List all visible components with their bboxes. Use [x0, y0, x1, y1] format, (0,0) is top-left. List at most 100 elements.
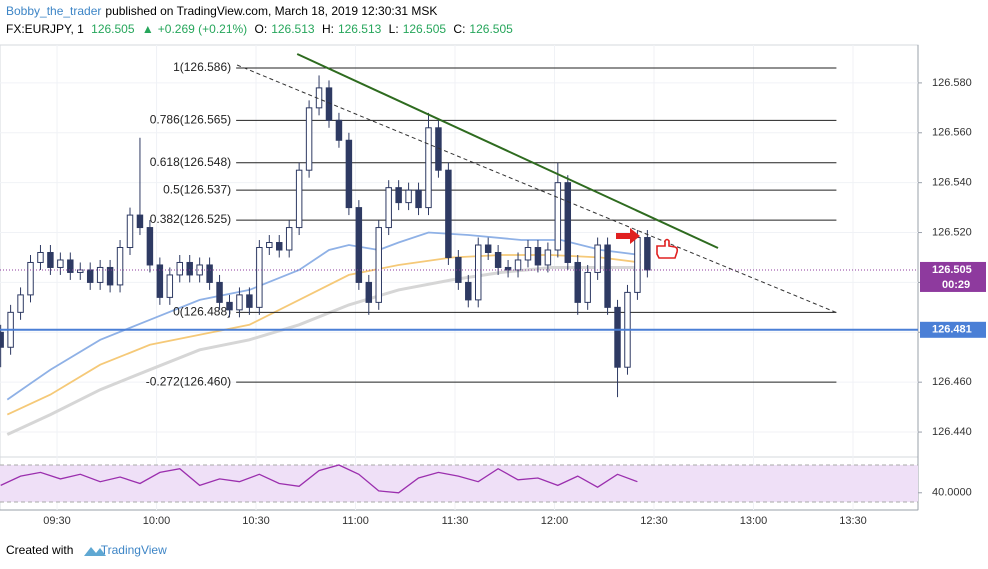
l-label: L:: [388, 22, 399, 36]
x-tick-label: 10:00: [143, 515, 171, 527]
candle-body: [196, 264, 203, 276]
moving-average: [6, 231, 641, 401]
overlays: [0, 53, 918, 331]
fib-label: 0.5(126.537): [163, 182, 231, 196]
candle-body: [484, 244, 492, 253]
candle-body: [206, 264, 213, 283]
rsi-band: [0, 465, 918, 503]
fib-label: 0.618(126.548): [150, 155, 231, 169]
candle-body: [27, 261, 34, 296]
fib-label: 0.786(126.565): [150, 112, 231, 126]
moving-average: [6, 254, 641, 416]
fib-label: -0.272(126.460): [146, 374, 231, 388]
candle-body: [494, 251, 502, 268]
footer: Created with TradingView: [6, 543, 167, 557]
y-tick-label: 126.560: [932, 127, 972, 139]
candle-body: [37, 251, 44, 263]
header-line-2: FX:EURJPY, 1 126.505 ▲ +0.269 (+0.21%) O:…: [6, 22, 517, 36]
x-tick-label: 09:30: [43, 515, 71, 527]
candle-body: [594, 244, 601, 273]
candle-body: [544, 249, 552, 266]
c-label: C:: [453, 22, 466, 36]
last-price-label: 126.505: [932, 264, 972, 276]
candle-body: [325, 87, 333, 121]
symbol: FX:EURJPY, 1: [6, 22, 84, 36]
candle-body: [584, 271, 591, 303]
rsi-tick-label: 40.0000: [932, 487, 972, 499]
level-tag: [920, 321, 986, 338]
candle-body: [256, 247, 263, 308]
candle-body: [136, 214, 144, 229]
candle-body: [67, 259, 74, 273]
candle-body: [77, 269, 84, 273]
y-tick-label: 126.580: [932, 77, 972, 89]
candle-body: [246, 294, 253, 308]
fib-label: 0.382(126.525): [150, 212, 231, 226]
candle-body: [216, 281, 223, 303]
candle-body: [524, 247, 532, 261]
candle-body: [0, 331, 4, 348]
brand[interactable]: TradingView: [100, 543, 167, 557]
candle-body: [106, 266, 114, 286]
candle-body: [644, 237, 651, 271]
x-tick-label: 12:00: [541, 515, 569, 527]
candle-body: [465, 281, 472, 301]
x-tick-label: 13:00: [740, 515, 768, 527]
candle-body: [514, 259, 522, 271]
candle-body: [156, 264, 164, 298]
candle-body: [305, 107, 313, 171]
candle-body: [604, 244, 611, 308]
candle-body: [634, 237, 641, 293]
header-line-1: Bobby_the_trader published on TradingView…: [6, 4, 441, 18]
moving-average: [6, 266, 641, 436]
published: published on TradingView.com, March 18, …: [105, 4, 438, 18]
axes: 09:30 10:00 10:30 11:00 11:30 12:00 12:30 13:00…: [43, 77, 986, 527]
c: 126.505: [469, 22, 513, 36]
tv-logo: [84, 547, 106, 556]
candle-body: [266, 242, 273, 249]
candle-body: [554, 182, 562, 251]
o-label: O:: [254, 22, 268, 36]
candle-body: [455, 256, 462, 283]
footer-text: Created with: [6, 543, 74, 557]
y-tick-label: 126.540: [932, 177, 972, 189]
candle-body: [355, 207, 363, 283]
x-tick-label: 10:30: [242, 515, 270, 527]
candle-body: [534, 247, 542, 266]
x-tick-label: 12:30: [640, 515, 668, 527]
x-tick-label: 13:30: [839, 515, 867, 527]
candle-body: [335, 119, 343, 141]
red-arrow: [616, 228, 640, 244]
x-tick-label: 11:00: [342, 515, 369, 527]
candle-body: [564, 182, 572, 263]
h: 126.513: [337, 22, 382, 36]
candle-body: [116, 247, 124, 286]
candle-body: [285, 227, 293, 251]
candle-body: [176, 261, 183, 276]
o: 126.513: [271, 22, 315, 36]
candle-body: [276, 242, 283, 251]
fib-label: 0(126.488): [173, 305, 231, 319]
y-tick-label: 126.520: [932, 226, 972, 238]
candle-body: [86, 269, 94, 283]
fibonacci: 1(126.586) 0.786(126.565) 0.618(126.548) 0.…: [146, 60, 837, 388]
candle-body: [186, 261, 193, 276]
candle-body: [405, 189, 412, 204]
candle-body: [166, 274, 174, 298]
l: 126.505: [402, 22, 447, 36]
level-label: 126.481: [932, 324, 972, 336]
rsi-line: [0, 464, 638, 494]
rsi-pane: 40.0000: [0, 464, 972, 503]
candle-body: [96, 266, 104, 283]
candle-body: [146, 227, 154, 266]
candle-body: [614, 306, 621, 368]
candle-body: [385, 187, 392, 229]
h-label: H:: [321, 22, 334, 36]
candle-body: [17, 294, 24, 313]
candle-body: [365, 281, 373, 303]
trend-line: [296, 53, 719, 249]
candle-body: [47, 251, 54, 268]
moving-averages: [6, 231, 641, 436]
